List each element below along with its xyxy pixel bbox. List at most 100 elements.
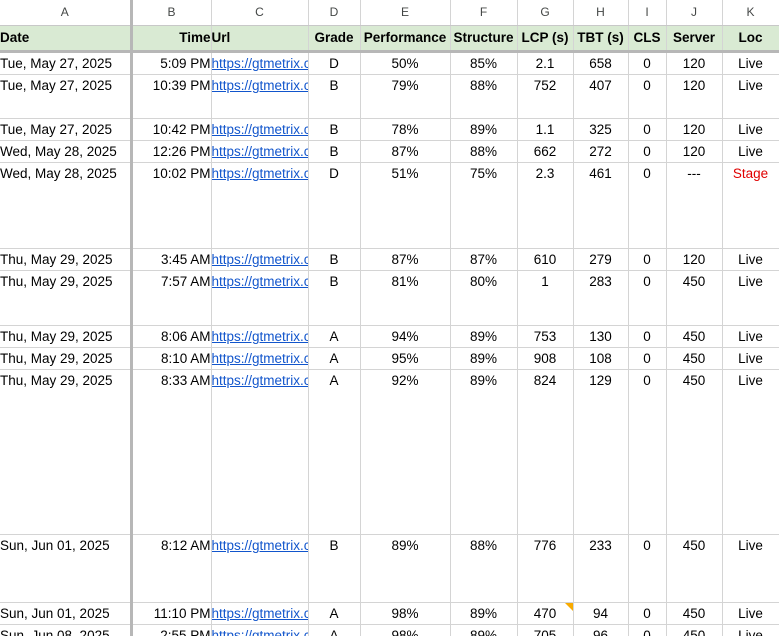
cell-url[interactable]: https://gtmetrix.c bbox=[211, 347, 309, 370]
url-link[interactable]: https://gtmetrix.c bbox=[211, 166, 308, 181]
cell-tbt[interactable]: 283 bbox=[573, 270, 629, 326]
cell-tbt[interactable]: 96 bbox=[573, 624, 629, 636]
cell-performance[interactable]: 94% bbox=[360, 325, 451, 348]
cell-date[interactable]: Wed, May 28, 2025 bbox=[0, 162, 133, 249]
cell-grade[interactable]: B bbox=[308, 118, 361, 141]
column-header-e[interactable]: E bbox=[360, 0, 451, 26]
url-link[interactable]: https://gtmetrix.c bbox=[211, 252, 308, 267]
comment-indicator-icon[interactable] bbox=[564, 603, 572, 611]
column-header-i[interactable]: I bbox=[628, 0, 667, 26]
url-link[interactable]: https://gtmetrix.c bbox=[211, 373, 308, 388]
cell-cls[interactable]: 0 bbox=[628, 369, 667, 535]
cell-structure[interactable]: 89% bbox=[450, 347, 518, 370]
cell-time[interactable]: 8:12 AM bbox=[131, 534, 212, 603]
cell-loc[interactable]: Live bbox=[722, 248, 779, 271]
url-link[interactable]: https://gtmetrix.c bbox=[211, 144, 308, 159]
cell-server[interactable]: 120 bbox=[666, 248, 723, 271]
cell-tbt[interactable]: 233 bbox=[573, 534, 629, 603]
cell-loc[interactable]: Live bbox=[722, 624, 779, 636]
cell-structure[interactable]: 85% bbox=[450, 51, 518, 75]
cell-loc[interactable]: Live bbox=[722, 369, 779, 535]
column-header-a[interactable]: A bbox=[0, 0, 133, 26]
url-link[interactable]: https://gtmetrix.c bbox=[211, 606, 308, 621]
cell-cls[interactable]: 0 bbox=[628, 602, 667, 625]
cell-structure[interactable]: 88% bbox=[450, 140, 518, 163]
cell-server[interactable]: 450 bbox=[666, 270, 723, 326]
cell-performance[interactable]: 78% bbox=[360, 118, 451, 141]
cell-cls[interactable]: 0 bbox=[628, 325, 667, 348]
cell-cls[interactable]: 0 bbox=[628, 347, 667, 370]
cell-tbt[interactable]: 108 bbox=[573, 347, 629, 370]
cell-time[interactable]: 2:55 PM bbox=[131, 624, 212, 636]
cell-lcp[interactable]: 753 bbox=[517, 325, 574, 348]
cell-time[interactable]: 8:06 AM bbox=[131, 325, 212, 348]
cell-performance[interactable]: 81% bbox=[360, 270, 451, 326]
cell-tbt[interactable]: 94 bbox=[573, 602, 629, 625]
header-cell-cls[interactable]: CLS bbox=[628, 25, 667, 53]
cell-url[interactable]: https://gtmetrix.c bbox=[211, 602, 309, 625]
cell-server[interactable]: 450 bbox=[666, 602, 723, 625]
cell-url[interactable]: https://gtmetrix.c bbox=[211, 140, 309, 163]
cell-structure[interactable]: 75% bbox=[450, 162, 518, 249]
cell-tbt[interactable]: 272 bbox=[573, 140, 629, 163]
table-row[interactable]: Sun, Jun 01, 2025 8:12 AM https://gtmetrix… bbox=[0, 534, 779, 603]
table-row[interactable]: Thu, May 29, 2025 8:33 AM https://gtmetrix… bbox=[0, 369, 779, 535]
cell-loc[interactable]: Live bbox=[722, 534, 779, 603]
cell-performance[interactable]: 50% bbox=[360, 51, 451, 75]
cell-tbt[interactable]: 461 bbox=[573, 162, 629, 249]
cell-time[interactable]: 5:09 PM bbox=[131, 51, 212, 75]
url-link[interactable]: https://gtmetrix.c bbox=[211, 628, 308, 636]
cell-time[interactable]: 8:10 AM bbox=[131, 347, 212, 370]
cell-date[interactable]: Tue, May 27, 2025 bbox=[0, 74, 133, 119]
column-header-j[interactable]: J bbox=[666, 0, 723, 26]
cell-lcp[interactable]: 610 bbox=[517, 248, 574, 271]
cell-lcp[interactable]: 1 bbox=[517, 270, 574, 326]
cell-performance[interactable]: 79% bbox=[360, 74, 451, 119]
cell-performance[interactable]: 98% bbox=[360, 602, 451, 625]
cell-server[interactable]: 450 bbox=[666, 347, 723, 370]
cell-grade[interactable]: B bbox=[308, 248, 361, 271]
url-link[interactable]: https://gtmetrix.c bbox=[211, 274, 308, 289]
cell-grade[interactable]: B bbox=[308, 270, 361, 326]
cell-date[interactable]: Thu, May 29, 2025 bbox=[0, 248, 133, 271]
cell-date[interactable]: Sun, Jun 01, 2025 bbox=[0, 534, 133, 603]
cell-cls[interactable]: 0 bbox=[628, 248, 667, 271]
header-cell-structure[interactable]: Structure bbox=[450, 25, 518, 53]
cell-lcp[interactable]: 705 bbox=[517, 624, 574, 636]
cell-grade[interactable]: A bbox=[308, 624, 361, 636]
cell-url[interactable]: https://gtmetrix.c bbox=[211, 74, 309, 119]
url-link[interactable]: https://gtmetrix.c bbox=[211, 78, 308, 93]
url-link[interactable]: https://gtmetrix.c bbox=[211, 538, 308, 553]
table-row[interactable]: Tue, May 27, 2025 5:09 PM https://gtmetrix… bbox=[0, 51, 779, 75]
cell-cls[interactable]: 0 bbox=[628, 118, 667, 141]
cell-lcp[interactable]: 776 bbox=[517, 534, 574, 603]
cell-date[interactable]: Sun, Jun 01, 2025 bbox=[0, 602, 133, 625]
cell-loc[interactable]: Live bbox=[722, 74, 779, 119]
cell-tbt[interactable]: 129 bbox=[573, 369, 629, 535]
cell-grade[interactable]: B bbox=[308, 534, 361, 603]
cell-server[interactable]: 120 bbox=[666, 140, 723, 163]
cell-lcp[interactable]: 2.3 bbox=[517, 162, 574, 249]
cell-grade[interactable]: B bbox=[308, 74, 361, 119]
cell-structure[interactable]: 80% bbox=[450, 270, 518, 326]
cell-url[interactable]: https://gtmetrix.c bbox=[211, 325, 309, 348]
cell-grade[interactable]: A bbox=[308, 602, 361, 625]
header-cell-url[interactable]: Url bbox=[211, 25, 309, 53]
column-header-b[interactable]: B bbox=[131, 0, 212, 26]
cell-cls[interactable]: 0 bbox=[628, 624, 667, 636]
cell-lcp[interactable]: 824 bbox=[517, 369, 574, 535]
cell-grade[interactable]: D bbox=[308, 162, 361, 249]
column-header-d[interactable]: D bbox=[308, 0, 361, 26]
cell-grade[interactable]: A bbox=[308, 369, 361, 535]
cell-time[interactable]: 10:42 PM bbox=[131, 118, 212, 141]
cell-loc[interactable]: Live bbox=[722, 118, 779, 141]
cell-grade[interactable]: D bbox=[308, 51, 361, 75]
cell-tbt[interactable]: 325 bbox=[573, 118, 629, 141]
cell-server[interactable]: 120 bbox=[666, 118, 723, 141]
column-header-h[interactable]: H bbox=[573, 0, 629, 26]
cell-performance[interactable]: 87% bbox=[360, 140, 451, 163]
cell-lcp[interactable]: 752 bbox=[517, 74, 574, 119]
cell-grade[interactable]: A bbox=[308, 347, 361, 370]
cell-tbt[interactable]: 279 bbox=[573, 248, 629, 271]
cell-time[interactable]: 10:39 PM bbox=[131, 74, 212, 119]
